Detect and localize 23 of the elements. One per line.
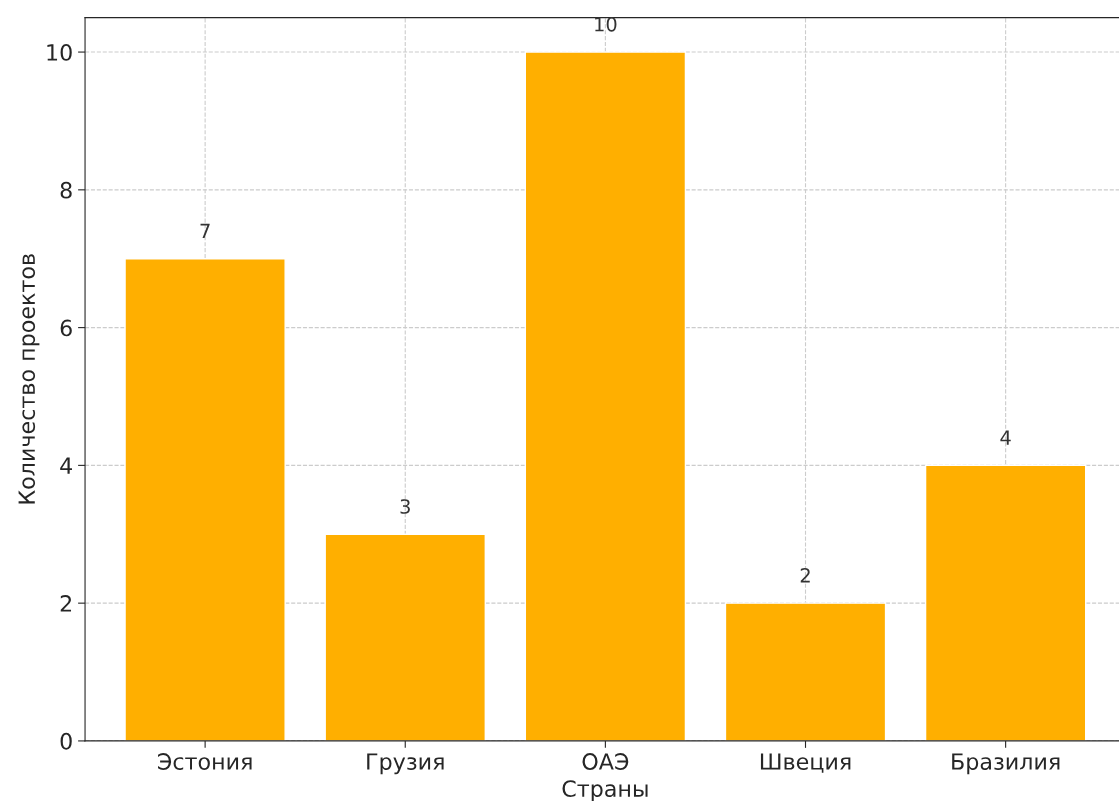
x-tick-label: Бразилия xyxy=(952,753,1060,775)
bar xyxy=(724,602,887,741)
data-label: 10 xyxy=(595,16,617,32)
x-tick-label: Грузия xyxy=(367,753,444,775)
data-label: 7 xyxy=(200,223,210,239)
bar xyxy=(924,464,1087,741)
bar xyxy=(324,533,486,741)
x-tick-label: Швеция xyxy=(760,753,851,773)
y-tick-label: 4 xyxy=(60,457,72,474)
y-tick-label: 2 xyxy=(60,595,72,612)
y-axis-title: Количество проектов xyxy=(18,254,40,504)
x-axis-title: Страны xyxy=(562,780,648,801)
bar xyxy=(124,258,286,741)
data-label: 2 xyxy=(800,568,810,583)
data-label: 3 xyxy=(400,499,410,514)
bar xyxy=(524,51,687,741)
x-tick-label: Эстония xyxy=(158,753,252,770)
x-tick-label: ОАЭ xyxy=(582,753,629,770)
y-tick-label: 10 xyxy=(47,44,72,61)
data-label: 4 xyxy=(1000,430,1011,445)
y-tick-label: 6 xyxy=(60,319,72,337)
y-tick-label: 8 xyxy=(60,181,72,199)
y-tick-label: 0 xyxy=(60,732,72,750)
